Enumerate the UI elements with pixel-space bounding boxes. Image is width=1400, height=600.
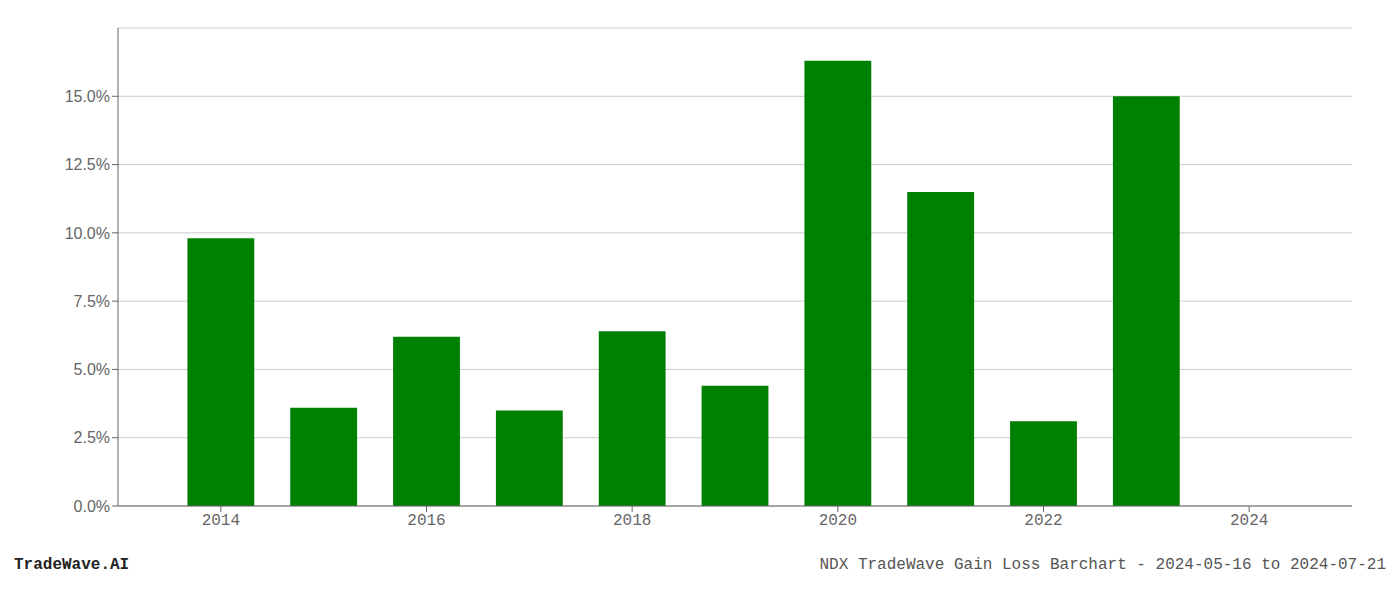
html-text:TradeWave.AI: TradeWave.AI xyxy=(14,556,130,574)
html-text:NDX TradeWave Gain Loss Barcha: NDX TradeWave Gain Loss Barchart - 2024-… xyxy=(819,556,1386,574)
svg-text:2020: 2020 xyxy=(819,512,857,530)
svg-text:12.5%: 12.5% xyxy=(65,156,110,173)
svg-text:15.0%: 15.0% xyxy=(65,88,110,105)
svg-text:2022: 2022 xyxy=(1024,512,1062,530)
svg-text:7.5%: 7.5% xyxy=(74,293,110,310)
svg-text:2014: 2014 xyxy=(202,512,240,530)
svg-text:10.0%: 10.0% xyxy=(65,225,110,242)
svg-text:0.0%: 0.0% xyxy=(74,498,110,515)
svg-text:2016: 2016 xyxy=(407,512,445,530)
svg-text:2024: 2024 xyxy=(1230,512,1268,530)
svg-text:2.5%: 2.5% xyxy=(74,429,110,446)
svg-text:2018: 2018 xyxy=(613,512,651,530)
svg-text:5.0%: 5.0% xyxy=(74,361,110,378)
